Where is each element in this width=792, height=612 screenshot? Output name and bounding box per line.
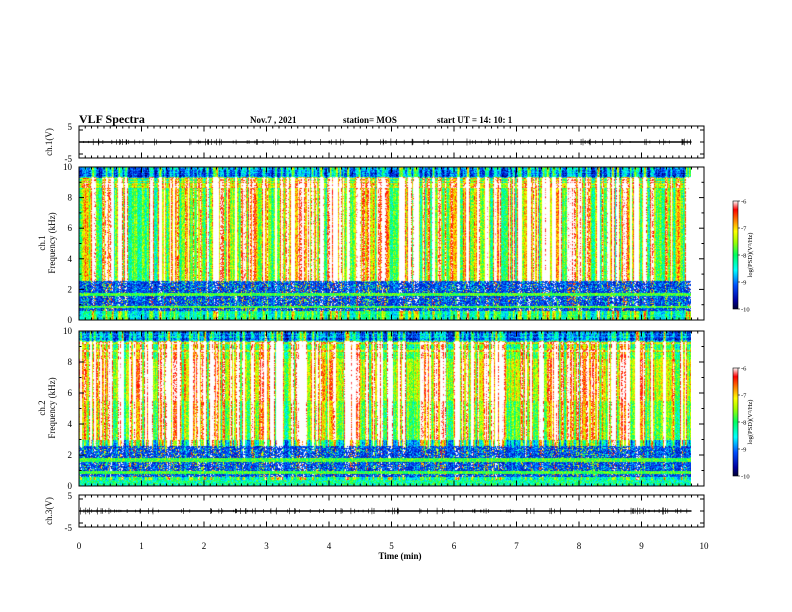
colorbar-tick-label: -10 xyxy=(741,474,750,481)
x-tick-label: 7 xyxy=(514,541,519,551)
colorbar-tick-label: -6 xyxy=(741,366,747,373)
spec-ytick-label: 10 xyxy=(63,326,73,336)
colorbar-tick-label: -8 xyxy=(741,253,746,260)
date-label: Nov.7 , 2021 xyxy=(250,115,297,125)
spec-ytick-label: 4 xyxy=(68,254,73,264)
colorbar-tick-label: -7 xyxy=(741,226,747,233)
spec-ytick-label: 6 xyxy=(68,223,73,233)
spec-ytick-label: 2 xyxy=(68,284,73,294)
x-tick-label: 1 xyxy=(139,541,144,551)
ch1-spec-yticks: 0 2 4 6 8 10 xyxy=(63,162,73,325)
spec-ytick-label: 8 xyxy=(68,357,73,367)
chart-title: VLF Spectra xyxy=(79,112,145,126)
ch3-waveform-ylabel: ch.3(V) xyxy=(44,497,54,525)
x-tick-label: 6 xyxy=(452,541,457,551)
spec-ytick-label: 0 xyxy=(68,315,73,325)
x-tick-label: 5 xyxy=(389,541,394,551)
colorbar-scale xyxy=(732,200,739,310)
ch2-spec-yticks: 0 2 4 6 8 10 xyxy=(63,326,73,491)
spec-ytick-label: 2 xyxy=(68,450,73,460)
ch1-waveform-trace xyxy=(78,138,692,146)
spec-ytick-label: 10 xyxy=(63,162,73,172)
station-label: station= MOS xyxy=(343,115,397,125)
ch3-ytick-bottom: -5 xyxy=(65,523,73,533)
ch1-ytick-bottom: -5 xyxy=(65,154,73,164)
x-tick-label: 4 xyxy=(327,541,332,551)
colorbar-label: log(PSD)(V²/Hz) xyxy=(747,400,754,445)
ch2-colorbar: -6 -7 -8 -9 -10 log(PSD)(V²/Hz) xyxy=(732,366,754,481)
x-tick-label: 0 xyxy=(77,541,82,551)
colorbar-label: log(PSD)(V²/Hz) xyxy=(747,233,754,278)
colorbar-tick-label: -8 xyxy=(741,420,746,427)
ch2-spectrogram-image xyxy=(79,331,691,486)
colorbar-tick-label: -10 xyxy=(741,307,750,314)
x-tick-label: 8 xyxy=(577,541,582,551)
x-tick-label: 3 xyxy=(264,541,269,551)
ch3-ytick-top: 5 xyxy=(68,491,73,501)
colorbar-tick-label: -9 xyxy=(741,280,746,287)
spec-ytick-label: 8 xyxy=(68,193,73,203)
ch3-waveform-trace xyxy=(79,507,692,515)
ch1-spectrogram-image xyxy=(79,167,691,320)
start-time-label: start UT = 14: 10: 1 xyxy=(437,115,513,125)
ch1-ytick-top: 5 xyxy=(68,122,73,132)
ch1-colorbar: -6 -7 -8 -9 -10 log(PSD)(V²/Hz) xyxy=(732,199,754,314)
x-tick-label: 9 xyxy=(639,541,644,551)
colorbar-tick-label: -9 xyxy=(741,447,746,454)
spec-ytick-label: 0 xyxy=(68,481,73,491)
x-tick-label: 2 xyxy=(202,541,207,551)
ch1-spectrogram-ylabel: ch.1Frequency (kHz) xyxy=(37,212,57,273)
colorbar-tick-label: -6 xyxy=(741,199,747,206)
x-tick-label: 10 xyxy=(700,541,710,551)
x-axis-label: Time (min) xyxy=(378,551,421,561)
colorbar-tick-label: -7 xyxy=(741,393,747,400)
spec-ytick-label: 6 xyxy=(68,388,73,398)
x-tick-labels: 0 1 2 3 4 5 6 7 8 9 10 xyxy=(77,541,709,551)
ch1-waveform-ylabel: ch.1(V) xyxy=(44,128,54,156)
axis-ticks xyxy=(78,126,705,527)
colorbar-scale xyxy=(732,367,739,477)
ch2-spectrogram-ylabel: ch.2Frequency (kHz) xyxy=(37,377,57,438)
spec-ytick-label: 4 xyxy=(68,419,73,429)
